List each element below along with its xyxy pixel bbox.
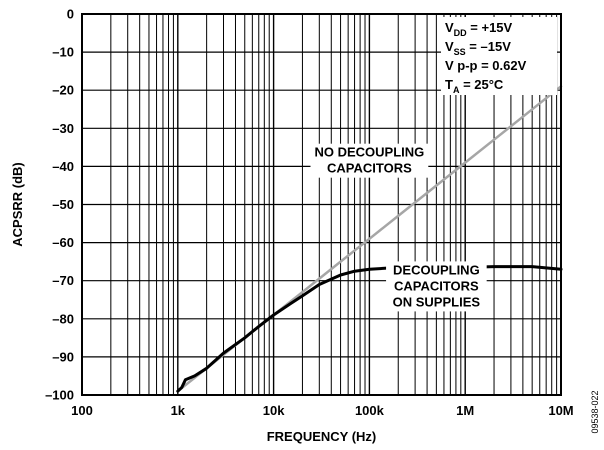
x-axis-title: FREQUENCY (Hz): [267, 429, 377, 444]
condition-line: V p-p = 0.62V: [445, 58, 527, 73]
y-tick-label: –50: [52, 197, 74, 212]
annotation-text: CAPACITORS: [327, 161, 412, 176]
y-axis-title: ACPSRR (dB): [10, 162, 25, 247]
x-tick-label: 10k: [263, 403, 285, 418]
annotation-text: CAPACITORS: [394, 278, 479, 293]
x-tick-label: 1k: [171, 403, 186, 418]
annotation-background: [386, 261, 487, 312]
y-tick-label: –70: [52, 273, 74, 288]
condition-line: VDD = +15V: [445, 20, 513, 38]
x-tick-label: 100k: [355, 403, 385, 418]
x-tick-label: 100: [71, 403, 93, 418]
figure-id: 09538-022: [590, 390, 600, 433]
y-tick-label: –100: [45, 388, 74, 403]
annotation-text: DECOUPLING: [393, 262, 480, 277]
y-tick-labels: 0 –10 –20 –30 –40 –50 –60 –70 –80 –90 –100: [45, 7, 74, 403]
y-tick-label: –40: [52, 159, 74, 174]
y-tick-label: –90: [52, 349, 74, 364]
condition-line: VSS = –15V: [445, 39, 511, 57]
x-tick-label: 10M: [548, 403, 573, 418]
y-tick-label: 0: [67, 7, 74, 22]
y-tick-label: –80: [52, 311, 74, 326]
x-tick-labels: 100 1k 10k 100k 1M 10M: [71, 403, 574, 418]
y-tick-label: –20: [52, 83, 74, 98]
annotation-text: ON SUPPLIES: [393, 294, 481, 309]
condition-line: TA = 25°C: [445, 77, 504, 95]
x-tick-label: 1M: [456, 403, 474, 418]
y-tick-label: –30: [52, 121, 74, 136]
plot-frame: [81, 13, 562, 396]
annotation-background: [310, 143, 429, 178]
y-tick-label: –10: [52, 45, 74, 60]
conditions-background: [441, 17, 557, 95]
annotation-text: NO DECOUPLING: [315, 145, 425, 160]
annotations: NO DECOUPLINGCAPACITORSDECOUPLINGCAPACIT…: [310, 143, 487, 312]
y-tick-label: –60: [52, 235, 74, 250]
